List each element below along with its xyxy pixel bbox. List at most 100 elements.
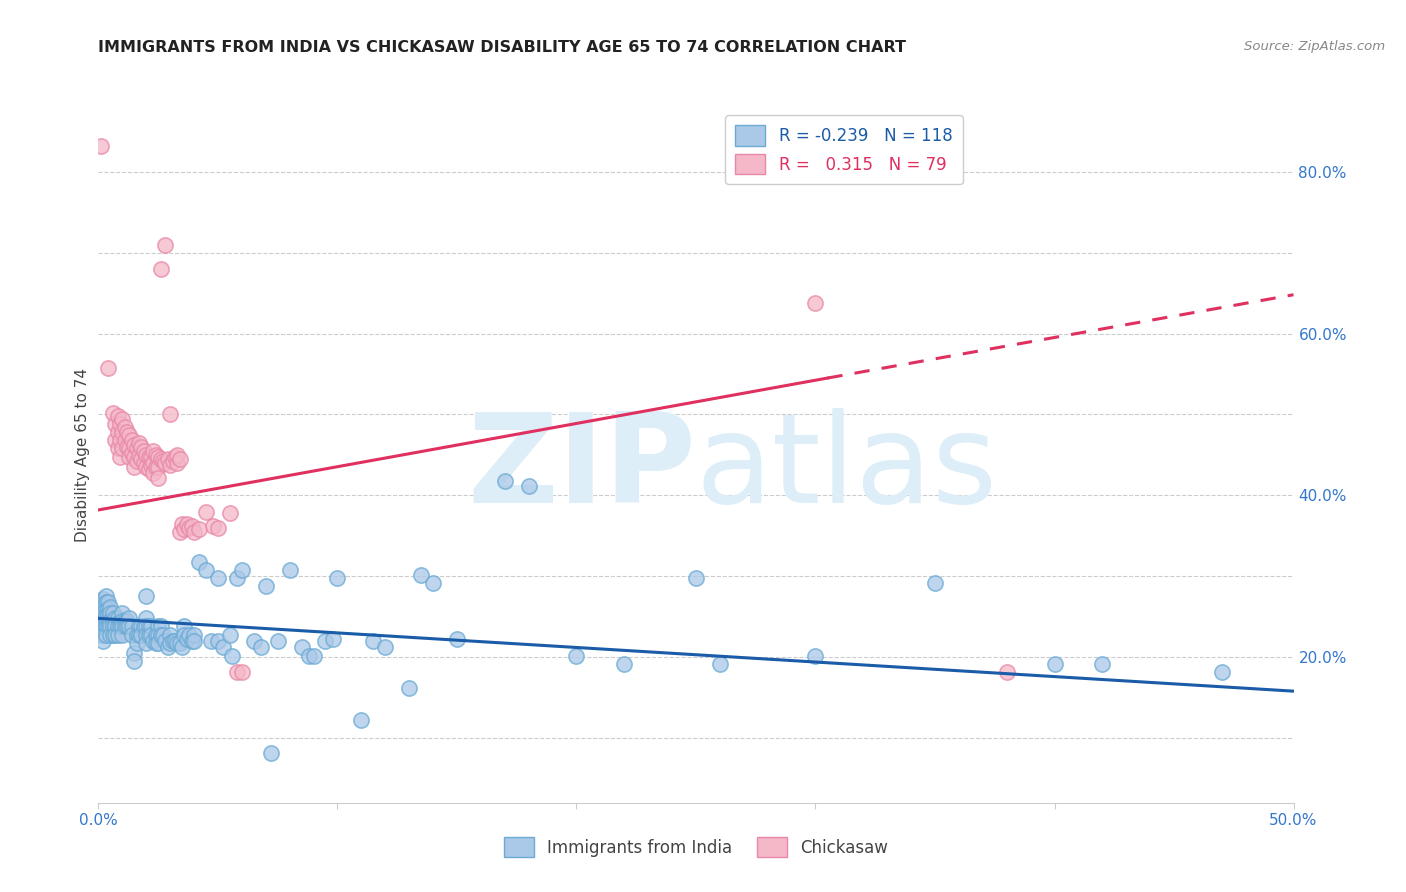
Point xyxy=(125,454,148,468)
Point xyxy=(101,406,124,420)
Point xyxy=(207,571,229,585)
Point xyxy=(145,448,167,462)
Point xyxy=(278,563,301,577)
Point xyxy=(91,634,114,648)
Point xyxy=(152,454,174,468)
Point xyxy=(108,417,131,432)
Point xyxy=(108,614,131,628)
Point xyxy=(995,665,1018,679)
Point xyxy=(138,627,160,641)
Point xyxy=(148,450,170,464)
Point xyxy=(124,646,146,660)
Point xyxy=(176,516,198,531)
Point xyxy=(90,627,112,641)
Point xyxy=(90,606,112,620)
Point xyxy=(139,627,162,641)
Point xyxy=(685,571,707,585)
Point xyxy=(169,524,191,539)
Point xyxy=(172,516,194,531)
Point xyxy=(226,665,249,679)
Point xyxy=(128,448,150,462)
Point xyxy=(145,635,167,649)
Point xyxy=(91,614,114,628)
Point xyxy=(172,640,194,655)
Point xyxy=(104,417,127,432)
Point xyxy=(128,627,150,641)
Point xyxy=(98,606,122,620)
Point xyxy=(159,458,181,472)
Point xyxy=(148,460,170,475)
Point xyxy=(187,555,209,569)
Point xyxy=(291,640,314,655)
Point xyxy=(231,665,253,679)
Point xyxy=(91,600,114,615)
Point xyxy=(166,448,188,462)
Point xyxy=(118,619,141,633)
Point xyxy=(97,601,120,615)
Legend: Immigrants from India, Chickasaw: Immigrants from India, Chickasaw xyxy=(496,830,896,864)
Point xyxy=(374,640,396,655)
Point xyxy=(91,606,114,620)
Point xyxy=(243,634,266,648)
Point xyxy=(1091,657,1114,671)
Point xyxy=(169,635,191,649)
Point xyxy=(613,657,636,671)
Point xyxy=(173,522,195,536)
Point xyxy=(111,606,134,620)
Point xyxy=(138,619,160,633)
Point xyxy=(350,713,373,727)
Text: IMMIGRANTS FROM INDIA VS CHICKASAW DISABILITY AGE 65 TO 74 CORRELATION CHART: IMMIGRANTS FROM INDIA VS CHICKASAW DISAB… xyxy=(98,40,907,55)
Point xyxy=(149,261,172,276)
Point xyxy=(132,443,155,458)
Point xyxy=(90,139,112,153)
Point xyxy=(148,470,170,484)
Point xyxy=(121,619,143,633)
Point xyxy=(91,591,114,606)
Point xyxy=(148,619,170,633)
Point xyxy=(180,634,202,648)
Point xyxy=(149,619,172,633)
Point xyxy=(142,443,165,458)
Point xyxy=(111,619,134,633)
Point xyxy=(115,614,138,628)
Point xyxy=(111,627,134,641)
Point xyxy=(183,627,205,641)
Point xyxy=(94,627,117,641)
Point xyxy=(91,619,114,633)
Point xyxy=(108,434,131,448)
Point xyxy=(124,654,146,668)
Point xyxy=(219,506,242,520)
Point xyxy=(108,450,131,464)
Point xyxy=(135,627,157,641)
Point xyxy=(226,571,249,585)
Point xyxy=(118,611,141,625)
Point xyxy=(155,634,177,648)
Point xyxy=(138,450,160,464)
Point xyxy=(166,635,188,649)
Point xyxy=(107,619,129,633)
Point xyxy=(97,614,120,628)
Point xyxy=(302,648,325,663)
Point xyxy=(124,460,146,475)
Point xyxy=(114,614,136,628)
Point xyxy=(121,446,143,460)
Point xyxy=(446,632,468,647)
Point xyxy=(195,504,218,518)
Point xyxy=(111,614,134,628)
Point xyxy=(97,595,120,609)
Point xyxy=(298,648,321,663)
Point xyxy=(422,575,444,590)
Point xyxy=(159,408,181,422)
Point xyxy=(173,619,195,633)
Point xyxy=(115,619,138,633)
Point xyxy=(107,442,129,456)
Point xyxy=(159,627,181,641)
Point xyxy=(132,619,155,633)
Point xyxy=(97,619,120,633)
Point xyxy=(565,648,588,663)
Point xyxy=(142,634,165,648)
Point xyxy=(131,627,153,641)
Point xyxy=(104,627,127,641)
Y-axis label: Disability Age 65 to 74: Disability Age 65 to 74 xyxy=(75,368,90,542)
Point xyxy=(211,640,233,655)
